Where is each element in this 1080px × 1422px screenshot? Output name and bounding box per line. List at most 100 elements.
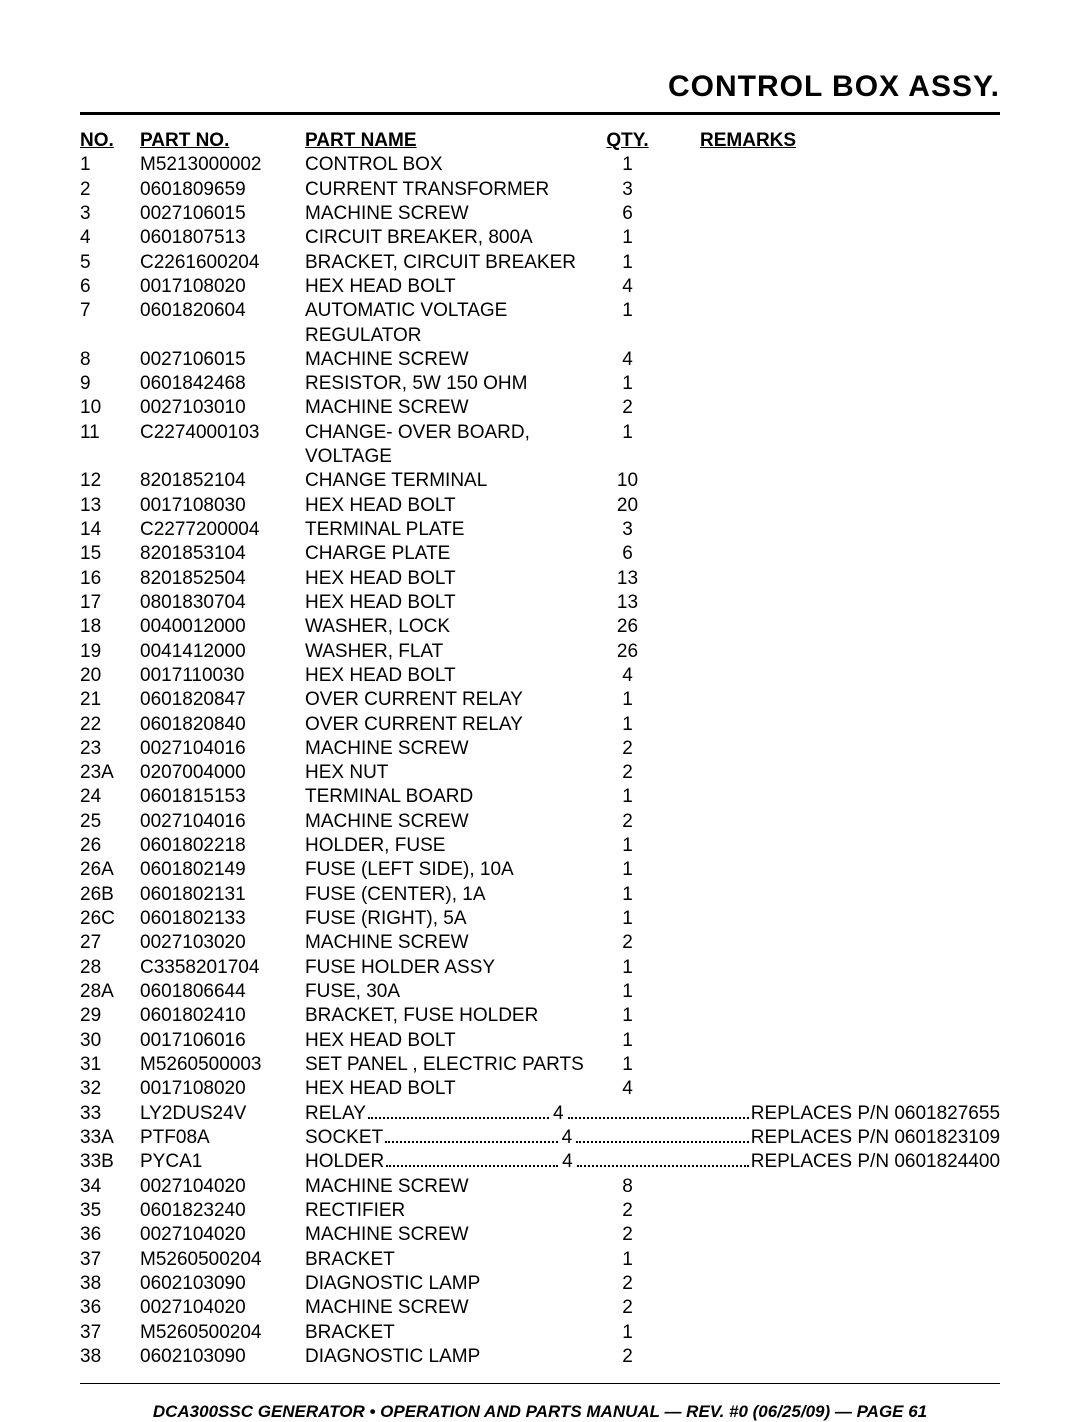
cell-name: MACHINE SCREW xyxy=(305,1223,595,1247)
table-row: 28C3358201704FUSE HOLDER ASSY1 xyxy=(80,956,1000,980)
cell-remarks xyxy=(660,980,1000,1004)
table-row: 60017108020HEX HEAD BOLT4 xyxy=(80,275,1000,299)
cell-part-no: 8201852504 xyxy=(140,567,305,591)
cell-name: CHANGE TERMINAL xyxy=(305,469,595,493)
cell-remarks xyxy=(660,348,1000,372)
cell-remarks xyxy=(660,907,1000,931)
table-row: 200017110030HEX HEAD BOLT4 xyxy=(80,664,1000,688)
table-row: 210601820847OVER CURRENT RELAY1 xyxy=(80,688,1000,712)
cell-qty: 4 xyxy=(595,1077,660,1101)
cell-part-no: M5260500204 xyxy=(140,1321,305,1345)
table-row: 23A0207004000HEX NUT2 xyxy=(80,761,1000,785)
cell-part-no: C2261600204 xyxy=(140,251,305,275)
cell-no: 17 xyxy=(80,591,140,615)
header-qty: QTY. xyxy=(595,129,660,153)
cell-part-no: 0027104016 xyxy=(140,810,305,834)
leader-dots xyxy=(568,1102,749,1119)
cell-name: CHANGE- OVER BOARD, VOLTAGE xyxy=(305,421,595,470)
table-row: 220601820840OVER CURRENT RELAY1 xyxy=(80,713,1000,737)
cell-no: 34 xyxy=(80,1175,140,1199)
cell-part-no: 0040012000 xyxy=(140,615,305,639)
cell-remarks xyxy=(660,956,1000,980)
cell-name: BRACKET xyxy=(305,1248,595,1272)
cell-name: RELAY xyxy=(305,1102,366,1126)
cell-name: CHARGE PLATE xyxy=(305,542,595,566)
table-row: 33BPYCA1HOLDER4REPLACES P/N 0601824400 xyxy=(80,1150,1000,1174)
cell-no: 29 xyxy=(80,1004,140,1028)
cell-qty: 26 xyxy=(595,640,660,664)
cell-no: 33A xyxy=(80,1126,140,1150)
cell-part-no: C2274000103 xyxy=(140,421,305,470)
cell-remarks xyxy=(660,1004,1000,1028)
table-row: 100027103010MACHINE SCREW2 xyxy=(80,396,1000,420)
table-row: 26B0601802131FUSE (CENTER), 1A1 xyxy=(80,883,1000,907)
cell-qty: 2 xyxy=(595,1199,660,1223)
cell-remarks xyxy=(660,834,1000,858)
cell-name: HEX HEAD BOLT xyxy=(305,494,595,518)
title-rule xyxy=(80,112,1000,115)
cell-qty: 4 xyxy=(595,275,660,299)
cell-qty: 2 xyxy=(595,1223,660,1247)
cell-part-no: 0601820840 xyxy=(140,713,305,737)
cell-qty: 1 xyxy=(595,1321,660,1345)
cell-qty: 1 xyxy=(595,153,660,177)
cell-part-no: 0601823240 xyxy=(140,1199,305,1223)
cell-name: CURRENT TRANSFORMER xyxy=(305,178,595,202)
cell-no: 23 xyxy=(80,737,140,761)
header-part-no: PART NO. xyxy=(140,129,305,153)
cell-no: 20 xyxy=(80,664,140,688)
footer-rule xyxy=(80,1383,1000,1384)
table-header-row: NO. PART NO. PART NAME QTY. REMARKS xyxy=(80,129,1000,153)
cell-qty: 2 xyxy=(595,1272,660,1296)
cell-name: WASHER, LOCK xyxy=(305,615,595,639)
cell-remarks xyxy=(660,372,1000,396)
cell-no: 2 xyxy=(80,178,140,202)
cell-qty: 1 xyxy=(595,226,660,250)
table-row: 33APTF08ASOCKET4REPLACES P/N 0601823109 xyxy=(80,1126,1000,1150)
cell-name: DIAGNOSTIC LAMP xyxy=(305,1272,595,1296)
cell-name: BRACKET, FUSE HOLDER xyxy=(305,1004,595,1028)
table-row: 360027104020MACHINE SCREW2 xyxy=(80,1296,1000,1320)
cell-remarks xyxy=(660,567,1000,591)
table-row: 240601815153TERMINAL BOARD1 xyxy=(80,785,1000,809)
cell-name: RECTIFIER xyxy=(305,1199,595,1223)
page-footer: DCA300SSC GENERATOR • OPERATION AND PART… xyxy=(80,1402,1000,1422)
table-row: 290601802410BRACKET, FUSE HOLDER1 xyxy=(80,1004,1000,1028)
cell-qty: 2 xyxy=(595,931,660,955)
cell-part-no: 0017108020 xyxy=(140,1077,305,1101)
table-row: 11C2274000103CHANGE- OVER BOARD, VOLTAGE… xyxy=(80,421,1000,470)
cell-part-no: 0017110030 xyxy=(140,664,305,688)
cell-part-no: C2277200004 xyxy=(140,518,305,542)
cell-remarks xyxy=(660,1053,1000,1077)
page-title: CONTROL BOX ASSY. xyxy=(668,70,1000,103)
cell-no: 26C xyxy=(80,907,140,931)
cell-no: 19 xyxy=(80,640,140,664)
cell-part-no: 0601802133 xyxy=(140,907,305,931)
cell-no: 36 xyxy=(80,1223,140,1247)
cell-qty: 6 xyxy=(595,202,660,226)
cell-remarks xyxy=(660,1029,1000,1053)
cell-part-no: 0602103090 xyxy=(140,1345,305,1369)
table-row: 37M5260500204BRACKET1 xyxy=(80,1321,1000,1345)
cell-remarks xyxy=(660,1248,1000,1272)
leader-dots xyxy=(385,1126,558,1143)
cell-qty: 3 xyxy=(595,178,660,202)
cell-qty: 13 xyxy=(595,567,660,591)
cell-part-no: 0017108030 xyxy=(140,494,305,518)
cell-remarks xyxy=(660,1296,1000,1320)
cell-qty: 1 xyxy=(595,883,660,907)
cell-part-no: 0041412000 xyxy=(140,640,305,664)
cell-no: 30 xyxy=(80,1029,140,1053)
cell-name: MACHINE SCREW xyxy=(305,1175,595,1199)
cell-part-no: 0602103090 xyxy=(140,1272,305,1296)
cell-name: CIRCUIT BREAKER, 800A xyxy=(305,226,595,250)
cell-part-no: C3358201704 xyxy=(140,956,305,980)
cell-no: 37 xyxy=(80,1248,140,1272)
cell-name: TERMINAL BOARD xyxy=(305,785,595,809)
cell-no: 26A xyxy=(80,858,140,882)
cell-remarks xyxy=(660,153,1000,177)
cell-qty: 1 xyxy=(595,1248,660,1272)
table-row: 90601842468RESISTOR, 5W 150 OHM1 xyxy=(80,372,1000,396)
cell-no: 1 xyxy=(80,153,140,177)
cell-remarks xyxy=(660,251,1000,275)
